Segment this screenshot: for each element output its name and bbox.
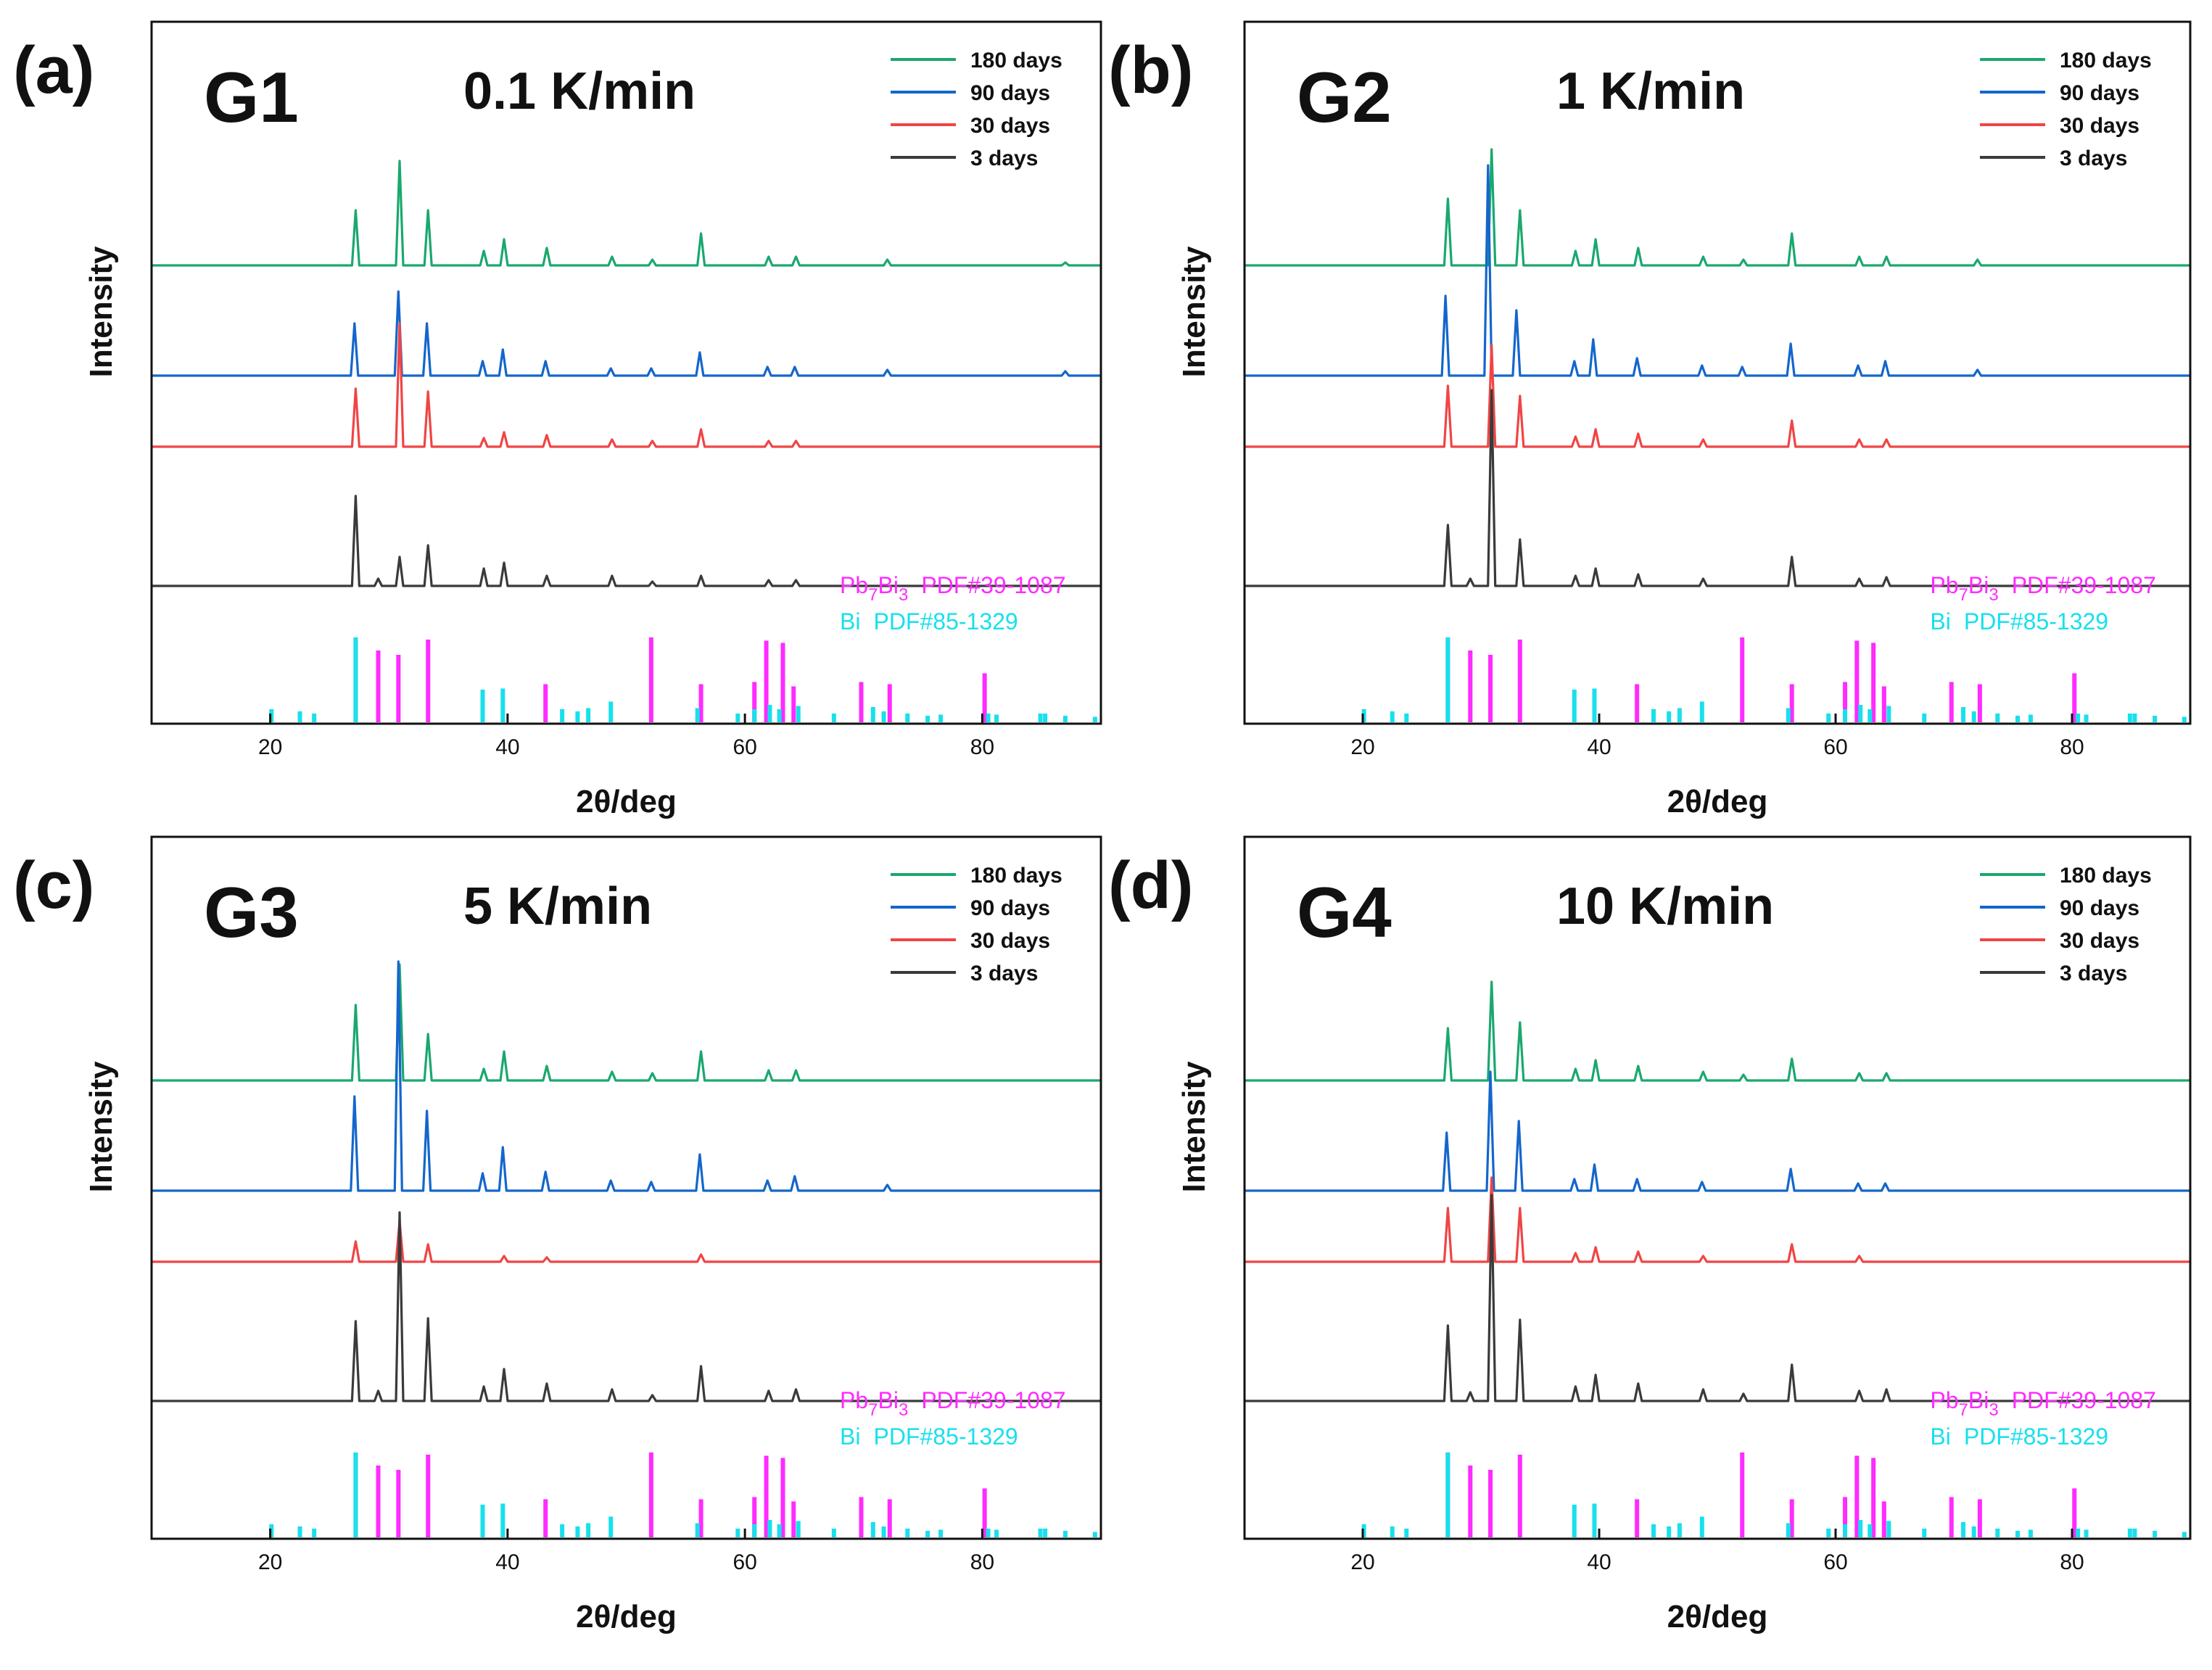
trace-3-days bbox=[1245, 389, 2190, 587]
heating-rate-label: 0.1 K/min bbox=[463, 62, 696, 120]
trace-90-days bbox=[152, 290, 1101, 377]
legend-entry: 90 days bbox=[2060, 81, 2139, 105]
panel-label: (c) bbox=[13, 848, 94, 922]
group-label: G3 bbox=[204, 872, 299, 952]
legend-entry: 90 days bbox=[970, 896, 1050, 920]
bi-reference-label: Bi PDF#85-1329 bbox=[1930, 608, 2108, 634]
x-tick-label: 40 bbox=[495, 1550, 519, 1574]
trace-180-days bbox=[1245, 980, 2190, 1082]
heating-rate-label: 10 K/min bbox=[1556, 877, 1774, 935]
y-axis-title: Intensity bbox=[1176, 1061, 1212, 1192]
x-tick-label: 60 bbox=[1823, 1550, 1847, 1574]
panel-g3: (c) G3 5 K/min Pb7Bi3 PDF#39-1087 Bi PDF#85-13… bbox=[13, 835, 1102, 1634]
panel-g4: (d) G4 10 K/min Pb7Bi3 PDF#39-1087 Bi PDF#85-1… bbox=[1108, 835, 2192, 1634]
trace-180-days bbox=[152, 160, 1101, 267]
y-axis-title: Intensity bbox=[1176, 246, 1212, 377]
x-axis-title: 2θ/deg bbox=[576, 1599, 677, 1634]
x-tick-label: 40 bbox=[1587, 1550, 1611, 1574]
bi-reference-label: Bi PDF#85-1329 bbox=[840, 608, 1018, 634]
heating-rate-label: 1 K/min bbox=[1556, 62, 1745, 120]
trace-90-days bbox=[152, 960, 1101, 1192]
y-axis-title: Intensity bbox=[83, 1061, 119, 1192]
trace-30-days bbox=[1245, 344, 2190, 448]
trace-30-days bbox=[152, 322, 1101, 448]
legend-entry: 180 days bbox=[970, 49, 1062, 73]
legend-entry: 3 days bbox=[970, 146, 1038, 170]
pb7bi3-reference-label: Pb7Bi3 PDF#39-1087 bbox=[840, 1387, 1066, 1420]
pb7bi3-reference-label: Pb7Bi3 PDF#39-1087 bbox=[1930, 572, 2156, 605]
legend-entry: 3 days bbox=[970, 962, 1038, 985]
trace-180-days bbox=[1245, 148, 2190, 267]
x-tick-label: 40 bbox=[495, 735, 519, 759]
legend-entry: 30 days bbox=[970, 929, 1050, 953]
x-tick-label: 40 bbox=[1587, 735, 1611, 759]
axis-frame bbox=[150, 835, 1102, 1540]
legend-entry: 30 days bbox=[2060, 929, 2139, 953]
x-tick-label: 80 bbox=[2060, 735, 2084, 759]
x-tick-label: 20 bbox=[1350, 1550, 1374, 1574]
legend-entry: 180 days bbox=[2060, 864, 2152, 888]
x-tick-label: 80 bbox=[970, 735, 994, 759]
axis-frame bbox=[1243, 20, 2192, 725]
trace-90-days bbox=[1245, 164, 2190, 377]
pb7bi3-reference-label: Pb7Bi3 PDF#39-1087 bbox=[840, 572, 1066, 605]
bi-reference-label: Bi PDF#85-1329 bbox=[1930, 1423, 2108, 1450]
group-label: G4 bbox=[1297, 872, 1392, 952]
bi-reference-label: Bi PDF#85-1329 bbox=[840, 1423, 1018, 1450]
panel-g2: (b) G2 1 K/min Pb7Bi3 PDF#39-1087 Bi PDF#85-13… bbox=[1108, 20, 2192, 819]
y-axis-title: Intensity bbox=[83, 246, 119, 377]
trace-3-days bbox=[152, 495, 1101, 587]
legend-entry: 90 days bbox=[2060, 896, 2139, 920]
group-label: G1 bbox=[204, 57, 299, 137]
legend-entry: 30 days bbox=[2060, 114, 2139, 138]
legend-entry: 180 days bbox=[2060, 49, 2152, 73]
x-tick-label: 20 bbox=[258, 735, 282, 759]
group-label: G2 bbox=[1297, 57, 1392, 137]
legend-entry: 30 days bbox=[970, 114, 1050, 138]
heating-rate-label: 5 K/min bbox=[463, 877, 652, 935]
x-axis-title: 2θ/deg bbox=[1667, 1599, 1768, 1634]
axis-frame bbox=[150, 20, 1102, 725]
pb7bi3-reference-label: Pb7Bi3 PDF#39-1087 bbox=[1930, 1387, 2156, 1420]
x-axis-title: 2θ/deg bbox=[576, 784, 677, 819]
panel-label: (d) bbox=[1108, 848, 1193, 922]
x-tick-label: 20 bbox=[1350, 735, 1374, 759]
x-axis-title: 2θ/deg bbox=[1667, 784, 1768, 819]
trace-30-days bbox=[152, 1220, 1101, 1263]
trace-90-days bbox=[1245, 1070, 2190, 1192]
legend-entry: 90 days bbox=[970, 81, 1050, 105]
axis-frame bbox=[1243, 835, 2192, 1540]
x-tick-label: 60 bbox=[732, 735, 756, 759]
trace-180-days bbox=[152, 963, 1101, 1082]
trace-3-days bbox=[152, 1211, 1101, 1402]
x-tick-label: 80 bbox=[2060, 1550, 2084, 1574]
trace-3-days bbox=[1245, 1194, 2190, 1402]
x-tick-label: 80 bbox=[970, 1550, 994, 1574]
panel-label: (b) bbox=[1108, 33, 1193, 107]
x-tick-label: 60 bbox=[732, 1550, 756, 1574]
x-tick-label: 20 bbox=[258, 1550, 282, 1574]
legend-entry: 180 days bbox=[970, 864, 1062, 888]
panel-label: (a) bbox=[13, 33, 94, 107]
legend-entry: 3 days bbox=[2060, 962, 2127, 985]
legend-entry: 3 days bbox=[2060, 146, 2127, 170]
x-tick-label: 60 bbox=[1823, 735, 1847, 759]
panel-g1: (a) G1 0.1 K/min Pb7Bi3 PDF#39-1087 Bi PDF#85-… bbox=[13, 20, 1102, 819]
